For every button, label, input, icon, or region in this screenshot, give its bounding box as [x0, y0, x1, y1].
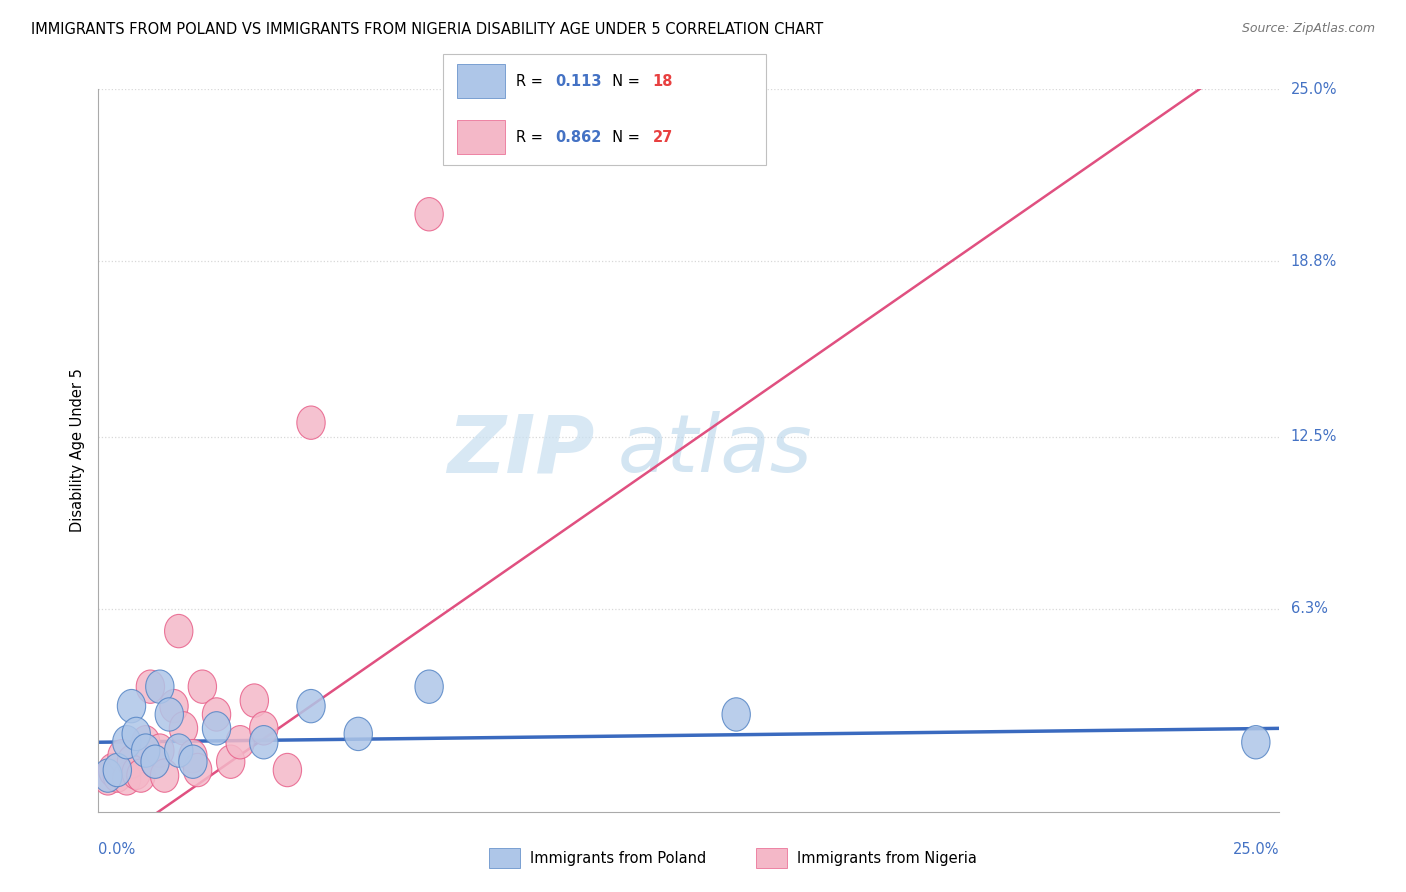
- Text: 0.862: 0.862: [555, 129, 602, 145]
- Ellipse shape: [94, 762, 122, 795]
- Text: N =: N =: [603, 74, 645, 89]
- Text: 27: 27: [652, 129, 672, 145]
- Ellipse shape: [155, 698, 183, 731]
- Ellipse shape: [122, 756, 150, 789]
- Ellipse shape: [297, 406, 325, 440]
- Ellipse shape: [202, 698, 231, 731]
- Ellipse shape: [165, 615, 193, 648]
- Ellipse shape: [179, 745, 207, 779]
- Text: 0.113: 0.113: [555, 74, 602, 89]
- Ellipse shape: [217, 745, 245, 779]
- Ellipse shape: [146, 670, 174, 703]
- Text: N =: N =: [603, 129, 645, 145]
- Ellipse shape: [122, 717, 150, 750]
- Text: R =: R =: [516, 129, 547, 145]
- Text: Source: ZipAtlas.com: Source: ZipAtlas.com: [1241, 22, 1375, 36]
- Ellipse shape: [188, 670, 217, 703]
- Ellipse shape: [165, 734, 193, 767]
- Ellipse shape: [146, 734, 174, 767]
- Ellipse shape: [1241, 725, 1270, 759]
- Ellipse shape: [240, 684, 269, 717]
- Ellipse shape: [141, 745, 169, 779]
- Text: Immigrants from Poland: Immigrants from Poland: [530, 851, 706, 865]
- Ellipse shape: [183, 754, 212, 787]
- Ellipse shape: [132, 725, 160, 759]
- Ellipse shape: [179, 739, 207, 772]
- Ellipse shape: [202, 712, 231, 745]
- Ellipse shape: [160, 690, 188, 723]
- Ellipse shape: [141, 745, 169, 779]
- Ellipse shape: [112, 762, 141, 795]
- Ellipse shape: [136, 670, 165, 703]
- Ellipse shape: [117, 745, 146, 779]
- Ellipse shape: [226, 725, 254, 759]
- Text: 6.3%: 6.3%: [1291, 601, 1327, 616]
- Text: Immigrants from Nigeria: Immigrants from Nigeria: [797, 851, 977, 865]
- Text: ZIP: ZIP: [447, 411, 595, 490]
- Text: atlas: atlas: [619, 411, 813, 490]
- Ellipse shape: [344, 717, 373, 750]
- Ellipse shape: [98, 754, 127, 787]
- Ellipse shape: [250, 725, 278, 759]
- Ellipse shape: [117, 690, 146, 723]
- Text: 18: 18: [652, 74, 673, 89]
- Text: 0.0%: 0.0%: [98, 842, 135, 857]
- Ellipse shape: [94, 759, 122, 792]
- Ellipse shape: [415, 670, 443, 703]
- Text: 12.5%: 12.5%: [1291, 429, 1337, 444]
- Text: IMMIGRANTS FROM POLAND VS IMMIGRANTS FROM NIGERIA DISABILITY AGE UNDER 5 CORRELA: IMMIGRANTS FROM POLAND VS IMMIGRANTS FRO…: [31, 22, 823, 37]
- Ellipse shape: [273, 754, 301, 787]
- Text: R =: R =: [516, 74, 547, 89]
- Ellipse shape: [103, 754, 132, 787]
- Ellipse shape: [250, 712, 278, 745]
- Text: 25.0%: 25.0%: [1233, 842, 1279, 857]
- Ellipse shape: [150, 759, 179, 792]
- Ellipse shape: [108, 739, 136, 772]
- Y-axis label: Disability Age Under 5: Disability Age Under 5: [69, 368, 84, 533]
- Text: 25.0%: 25.0%: [1291, 82, 1337, 96]
- Ellipse shape: [723, 698, 751, 731]
- Ellipse shape: [112, 725, 141, 759]
- Ellipse shape: [127, 759, 155, 792]
- Ellipse shape: [415, 198, 443, 231]
- Text: 18.8%: 18.8%: [1291, 254, 1337, 269]
- Ellipse shape: [169, 712, 198, 745]
- Ellipse shape: [103, 759, 132, 792]
- Ellipse shape: [297, 690, 325, 723]
- Ellipse shape: [132, 734, 160, 767]
